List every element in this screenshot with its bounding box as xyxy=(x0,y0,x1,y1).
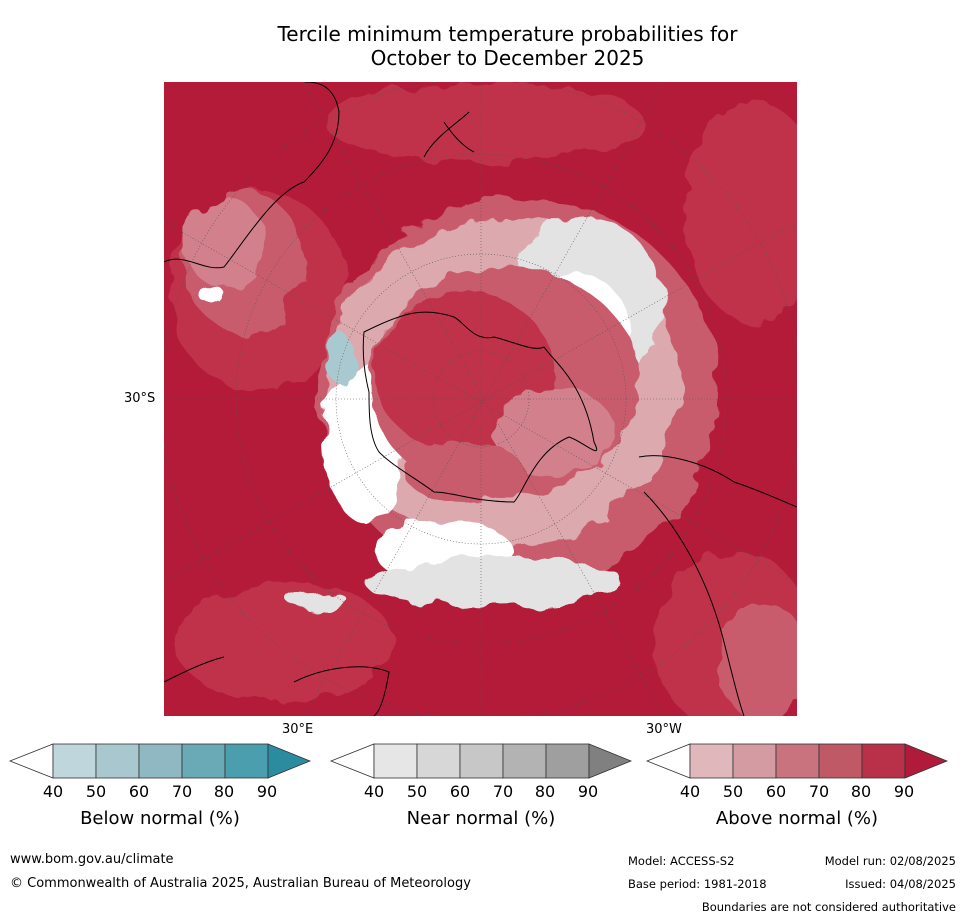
below-normal-colorbar xyxy=(8,743,312,780)
colorbar-extend-low xyxy=(645,743,691,779)
tick-label: 90 xyxy=(256,782,278,801)
map-canvas xyxy=(164,82,797,716)
tick-label: 40 xyxy=(679,782,701,801)
coastlines xyxy=(164,82,797,716)
tick-label: 90 xyxy=(577,782,599,801)
issued-date: Issued: 04/08/2025 xyxy=(845,877,956,891)
tick-label: 90 xyxy=(893,782,915,801)
colorbar-segment xyxy=(545,743,590,779)
below-normal-label: Below normal (%) xyxy=(80,808,240,829)
boundaries-disclaimer: Boundaries are not considered authoritat… xyxy=(701,900,956,914)
model-run-date: Model run: 02/08/2025 xyxy=(824,854,956,868)
near-normal-ticks: 40 50 60 70 80 90 xyxy=(331,782,631,802)
base-period: Base period: 1981-2018 xyxy=(628,877,767,891)
colorbar-segment xyxy=(138,743,183,779)
lon-30w-label: 30°W xyxy=(646,722,682,737)
tick-label: 50 xyxy=(722,782,744,801)
colorbar-segment xyxy=(732,743,777,779)
model-name: Model: ACCESS-S2 xyxy=(628,854,735,868)
lon-30e-label: 30°E xyxy=(282,722,314,737)
copyright-notice: © Commonwealth of Australia 2025, Austra… xyxy=(10,876,471,891)
colorbar-segment xyxy=(224,743,269,779)
colorbar-extend-low xyxy=(329,743,375,779)
title-line-2: October to December 2025 xyxy=(370,46,645,70)
tick-label: 70 xyxy=(492,782,514,801)
colorbar-segment xyxy=(689,743,734,779)
tick-label: 40 xyxy=(363,782,385,801)
website-link[interactable]: www.bom.gov.au/climate xyxy=(10,852,174,867)
title-line-1: Tercile minimum temperature probabilitie… xyxy=(277,22,738,46)
graticule xyxy=(164,82,797,716)
colorbar-extend-high xyxy=(904,743,949,779)
colorbar-segment xyxy=(181,743,226,779)
colorbar-segment xyxy=(52,743,97,779)
lat-30s-label: 30°S xyxy=(124,391,156,406)
colorbar-extend-low xyxy=(8,743,54,779)
map-title: Tercile minimum temperature probabilitie… xyxy=(160,22,855,70)
tick-label: 60 xyxy=(765,782,787,801)
tick-label: 70 xyxy=(171,782,193,801)
colorbar-extend-high xyxy=(267,743,312,779)
tick-label: 70 xyxy=(808,782,830,801)
colorbar-segment xyxy=(416,743,461,779)
tick-label: 80 xyxy=(850,782,872,801)
tick-label: 40 xyxy=(42,782,64,801)
tick-label: 60 xyxy=(128,782,150,801)
colorbar-segment xyxy=(95,743,140,779)
colorbar-segment xyxy=(502,743,547,779)
colorbar-segment xyxy=(373,743,418,779)
below-normal-ticks: 40 50 60 70 80 90 xyxy=(10,782,310,802)
colorbar-segment xyxy=(459,743,504,779)
tick-label: 50 xyxy=(406,782,428,801)
above-normal-label: Above normal (%) xyxy=(715,808,879,829)
colorbar-segment xyxy=(775,743,820,779)
tick-label: 60 xyxy=(449,782,471,801)
colorbar-segment xyxy=(818,743,863,779)
colorbar-segment xyxy=(861,743,906,779)
near-normal-colorbar xyxy=(329,743,633,780)
probability-map xyxy=(164,82,797,716)
above-normal-colorbar xyxy=(645,743,949,780)
above-normal-ticks: 40 50 60 70 80 90 xyxy=(647,782,947,802)
near-normal-label: Near normal (%) xyxy=(406,808,556,829)
colorbar-extend-high xyxy=(588,743,633,779)
tick-label: 80 xyxy=(534,782,556,801)
tick-label: 80 xyxy=(213,782,235,801)
tick-label: 50 xyxy=(85,782,107,801)
